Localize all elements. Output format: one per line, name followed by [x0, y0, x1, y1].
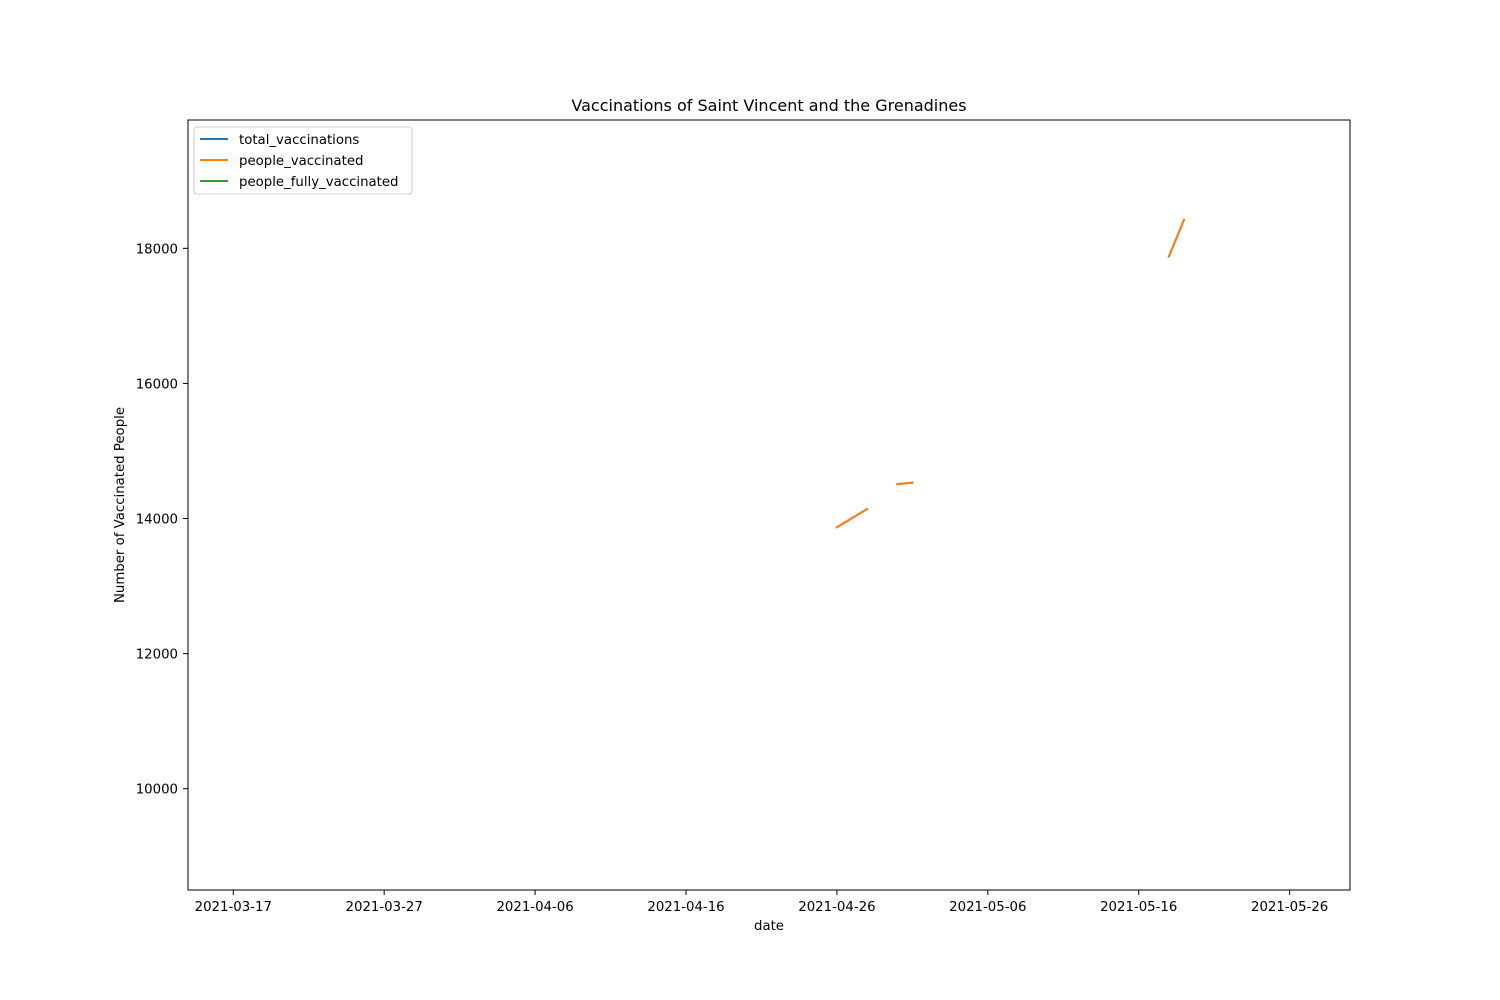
axes-frame — [187, 119, 1351, 891]
legend-label: people_fully_vaccinated — [239, 175, 398, 190]
x-axis-label: date — [754, 919, 784, 934]
x-tick-label: 2021-04-16 — [647, 900, 724, 915]
series-line-segment — [835, 507, 869, 529]
x-tick-label: 2021-04-26 — [798, 900, 875, 915]
y-tick-label: 18000 — [136, 242, 178, 257]
legend: total_vaccinations people_vaccinatedpeopl… — [193, 126, 413, 195]
x-tick-label: 2021-03-17 — [195, 900, 272, 915]
y-tick-label: 10000 — [136, 783, 178, 798]
series-layer — [835, 218, 1186, 529]
series-line-segment — [1167, 218, 1186, 258]
x-tick-label: 2021-05-06 — [949, 900, 1026, 915]
x-axis: 2021-03-17 2021-03-27 2021-04-06 2021-04-16… — [195, 890, 1328, 915]
y-axis-label: Number of Vaccinated People — [113, 407, 128, 603]
legend-box — [193, 126, 413, 195]
chart-title: Vaccinations of Saint Vincent and the Gr… — [571, 96, 966, 115]
plot-area — [187, 119, 1351, 891]
y-tick-label: 14000 — [136, 513, 178, 528]
y-axis: 10000 12000 14000 16000 18000 — [136, 242, 188, 798]
legend-label: people_vaccinated — [239, 154, 363, 169]
series-people-vaccinated — [835, 218, 1186, 529]
legend-entries: total_vaccinations people_vaccinatedpeopl… — [200, 133, 398, 190]
x-tick-label: 2021-04-06 — [496, 900, 573, 915]
legend-label: total_vaccinations — [239, 133, 359, 148]
x-tick-label: 2021-05-16 — [1100, 900, 1177, 915]
y-tick-label: 12000 — [136, 648, 178, 663]
x-tick-label: 2021-03-27 — [346, 900, 423, 915]
series-line-segment — [896, 481, 914, 486]
y-tick-label: 16000 — [136, 377, 178, 392]
x-tick-label: 2021-05-26 — [1251, 900, 1328, 915]
